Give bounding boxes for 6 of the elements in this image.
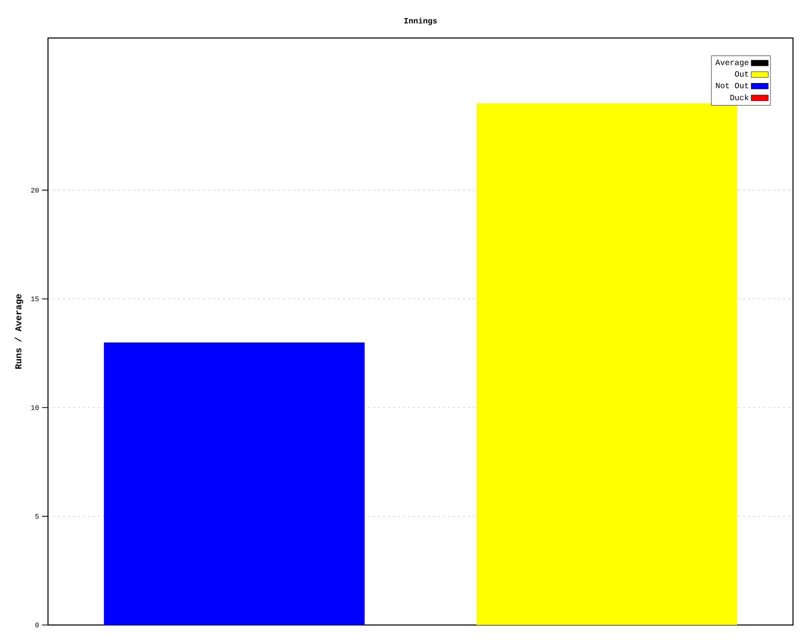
chart-title: Innings	[404, 18, 437, 26]
legend-label: Duck	[730, 94, 749, 100]
legend-label: Not Out	[716, 82, 748, 88]
y-axis-title: Runs / Average	[14, 294, 24, 369]
legend-label: Out	[734, 71, 748, 77]
legend-label: Average	[715, 60, 748, 67]
